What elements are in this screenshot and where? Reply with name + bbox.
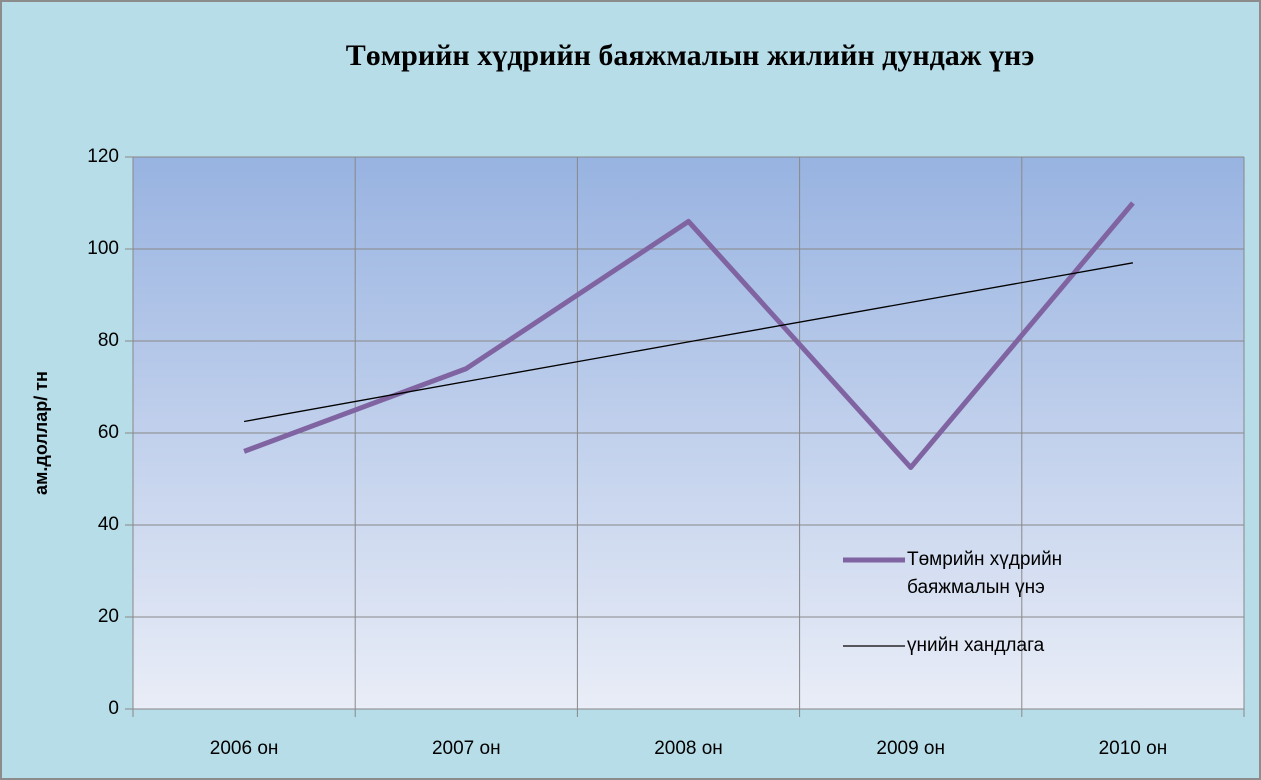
legend-label: үнийн хандлага (907, 635, 1045, 656)
chart-title: Төмрийн хүдрийн баяжмалын жилийн дундаж … (346, 39, 1035, 72)
series-line (243, 201, 1135, 470)
x-tick-label: 2006 он (210, 738, 279, 759)
y-tick-label: 100 (87, 238, 119, 259)
y-tick-label: 40 (98, 514, 119, 535)
x-tick-label: 2009 он (876, 738, 945, 759)
legend-item: Төмрийн хүдрийн баяжмалын үнэ (907, 549, 1063, 598)
y-tick-label: 20 (98, 606, 119, 627)
y-tick-label: 120 (87, 146, 119, 167)
y-tick-label: 0 (108, 698, 119, 719)
y-tick-label: 80 (98, 330, 119, 351)
legend-item: үнийн хандлага (907, 635, 1045, 656)
x-tick-label: 2010 он (1099, 738, 1168, 759)
series-line (243, 262, 1134, 423)
y-tick-label: 60 (98, 422, 119, 443)
legend-label: Төмрийн хүдрийн баяжмалын үнэ (907, 549, 1063, 598)
x-tick-label: 2008 он (654, 738, 723, 759)
y-axis-label: ам.доллар/ тн (31, 371, 51, 495)
x-tick-label: 2007 он (432, 738, 501, 759)
